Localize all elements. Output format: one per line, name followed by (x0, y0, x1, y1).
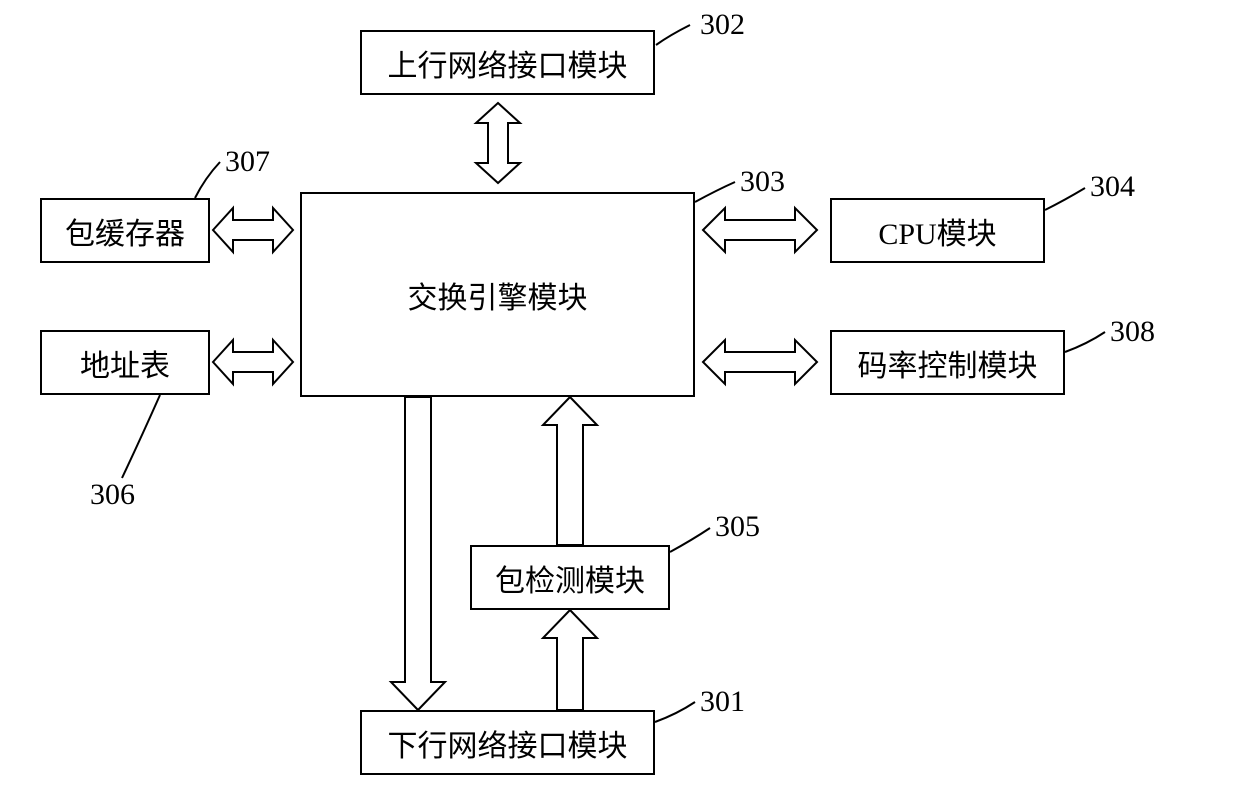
label-307: 307 (225, 145, 270, 179)
node-detect: 包检测模块 (470, 545, 670, 610)
node-rate-text: 码率控制模块 (858, 341, 1038, 385)
label-303: 303 (740, 165, 785, 199)
diagram-connectors (0, 0, 1240, 807)
node-uplink-text: 上行网络接口模块 (388, 41, 628, 85)
label-301: 301 (700, 685, 745, 719)
node-addr: 地址表 (40, 330, 210, 395)
label-305: 305 (715, 510, 760, 544)
node-buffer: 包缓存器 (40, 198, 210, 263)
node-detect-text: 包检测模块 (495, 556, 645, 600)
node-engine: 交换引擎模块 (300, 192, 695, 397)
node-buffer-text: 包缓存器 (65, 209, 185, 253)
node-rate: 码率控制模块 (830, 330, 1065, 395)
node-cpu-text: CPU模块 (878, 209, 996, 253)
node-engine-text: 交换引擎模块 (408, 273, 588, 317)
node-downlink-text: 下行网络接口模块 (388, 721, 628, 765)
node-addr-text: 地址表 (80, 341, 170, 385)
label-302: 302 (700, 8, 745, 42)
label-306: 306 (90, 478, 135, 512)
node-cpu: CPU模块 (830, 198, 1045, 263)
label-304: 304 (1090, 170, 1135, 204)
label-308: 308 (1110, 315, 1155, 349)
diagram-canvas: 上行网络接口模块 包缓存器 交换引擎模块 CPU模块 地址表 码率控制模块 包检… (0, 0, 1240, 807)
node-uplink: 上行网络接口模块 (360, 30, 655, 95)
node-downlink: 下行网络接口模块 (360, 710, 655, 775)
